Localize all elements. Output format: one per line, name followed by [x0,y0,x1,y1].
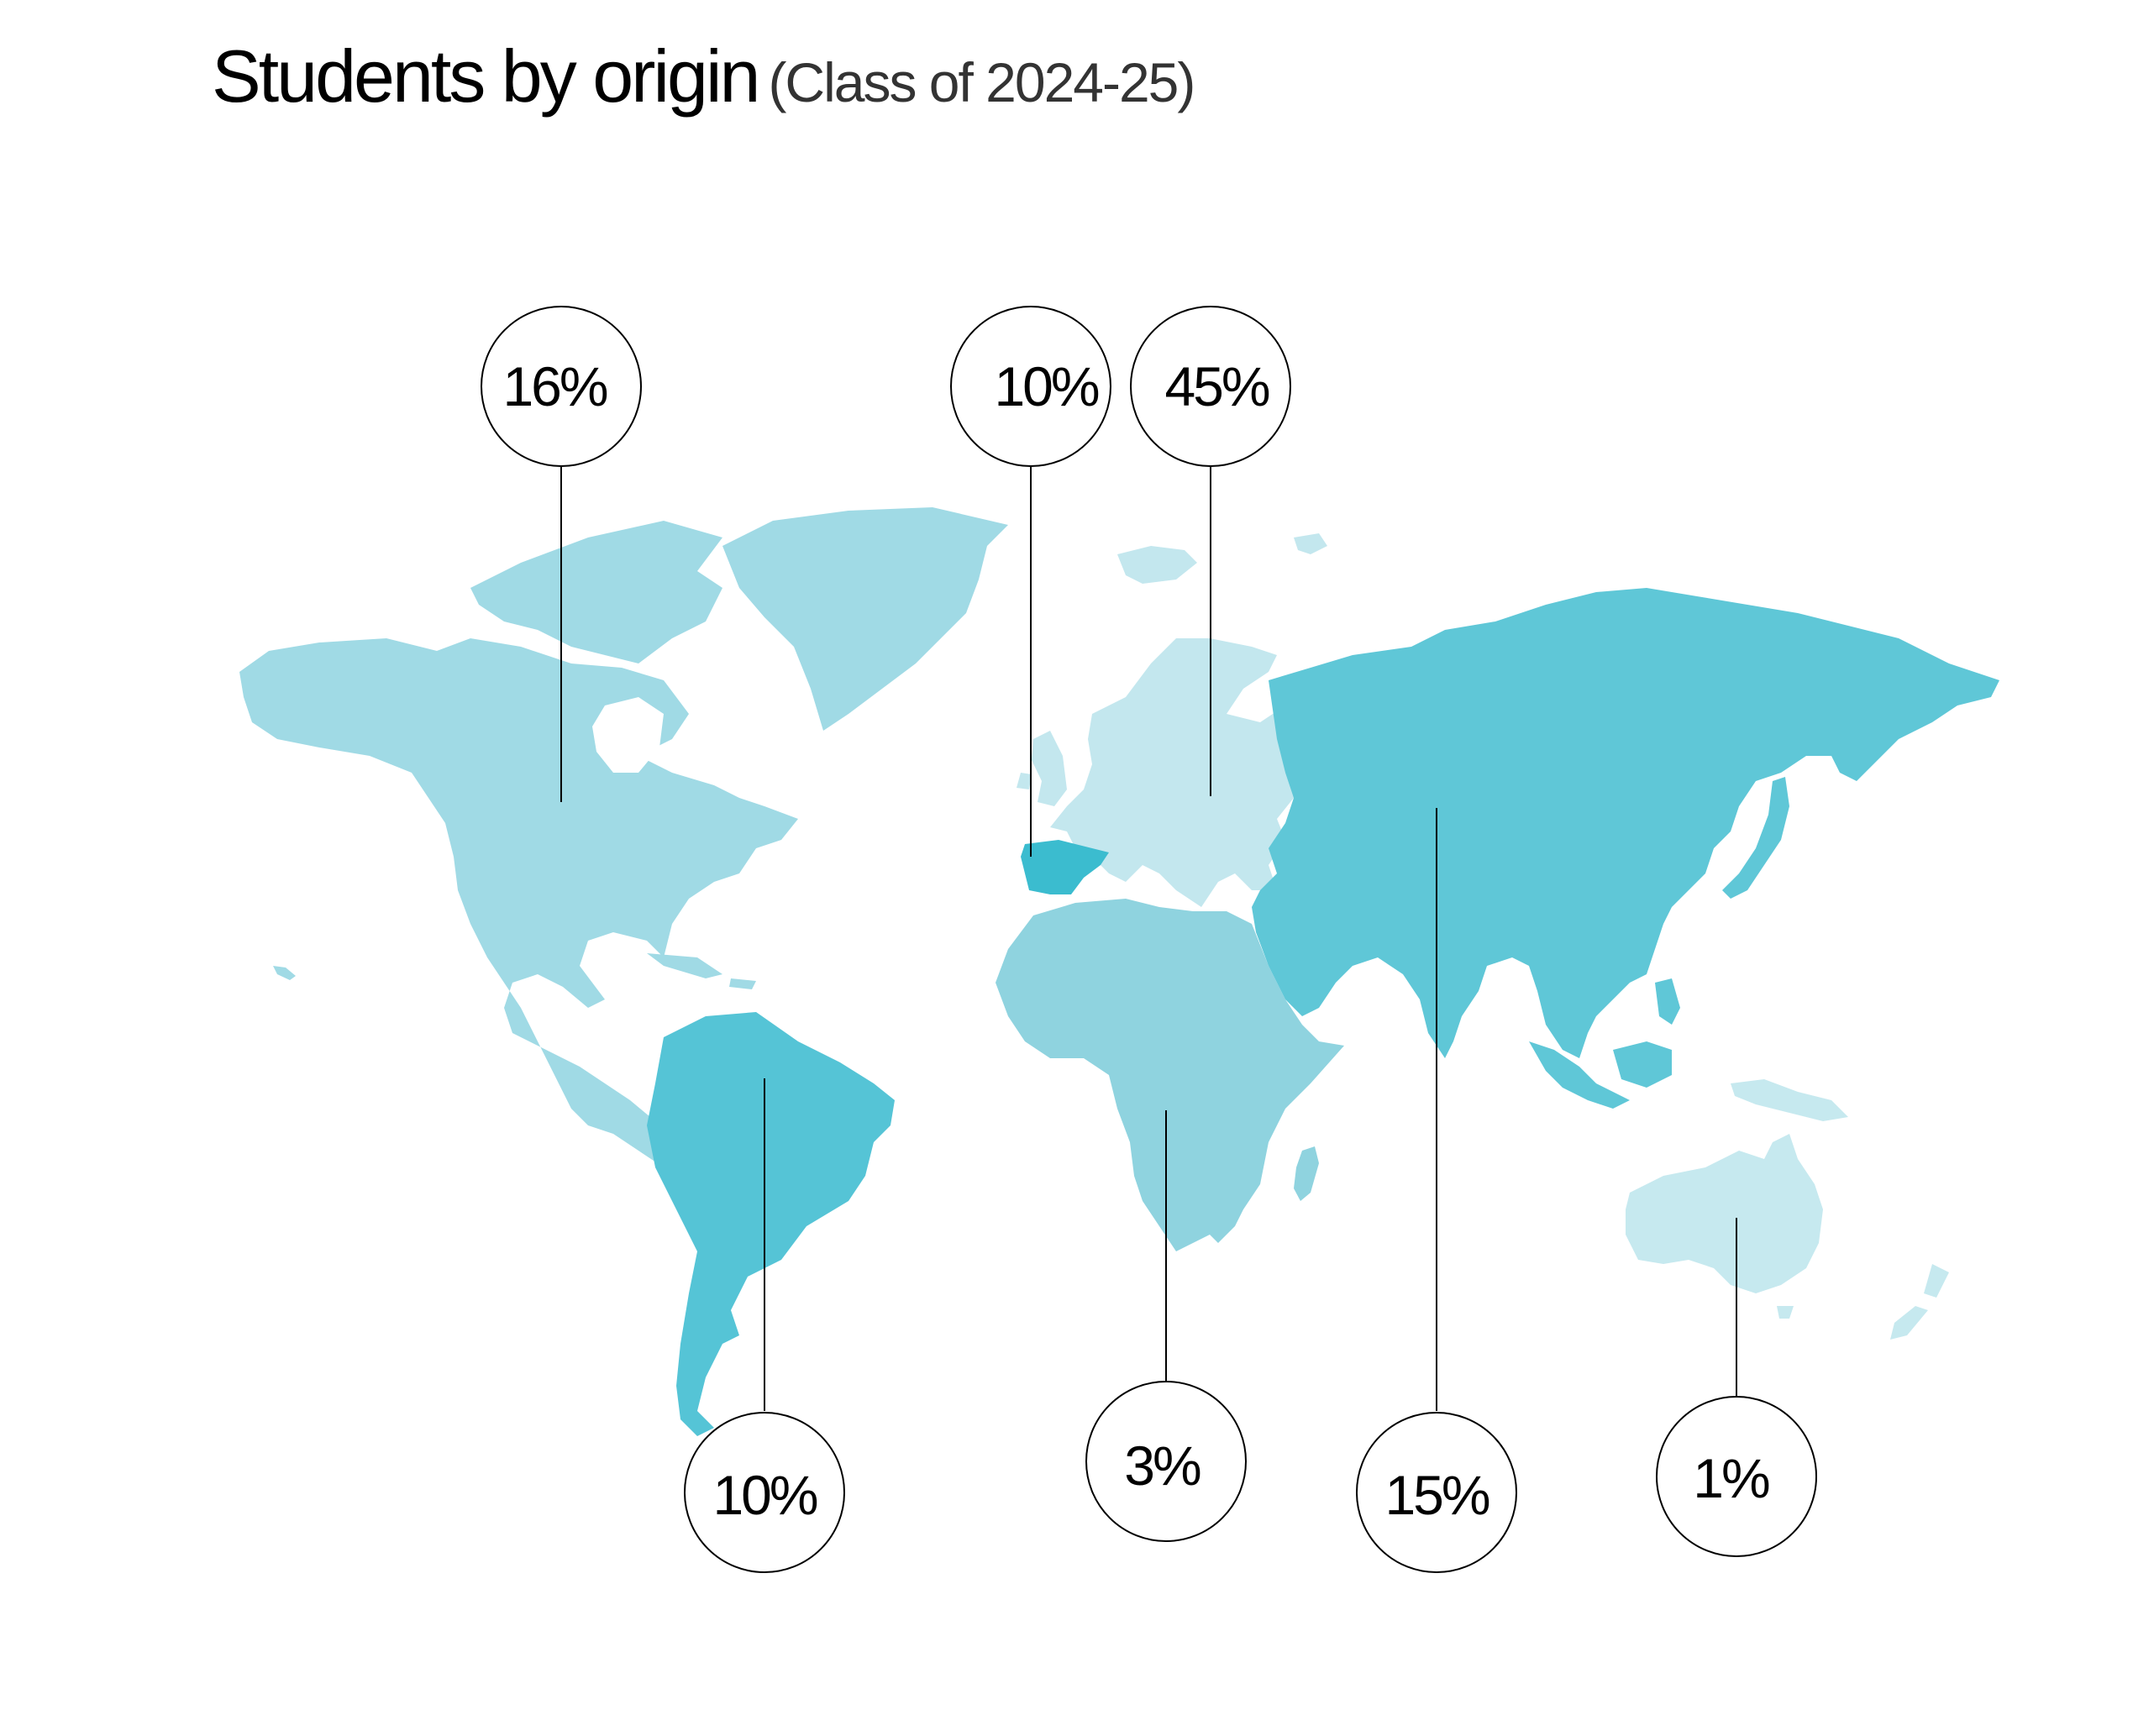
bubble-oceania: 1% [1656,1396,1817,1557]
bubble-circle [1130,306,1291,467]
bubble-label: 10% [712,1464,817,1526]
svalbard-shape [1294,533,1327,554]
bubble-label: 16% [502,355,607,417]
bubble-label: 1% [1693,1447,1769,1509]
madagascar-shape [1294,1146,1319,1201]
africa-shape [996,899,1344,1251]
bubble-circle [1656,1396,1817,1557]
bubble-circle [481,306,642,467]
iceland-shape [1117,546,1197,584]
bubble-europe: 45% [1130,306,1291,467]
bubble-circle [1356,1412,1517,1573]
bubble-label: 45% [1164,355,1269,417]
north-america-shape [239,638,798,1167]
new-guinea-shape [1731,1079,1848,1121]
hawaii-shape [273,966,296,980]
bubble-label: 3% [1124,1434,1200,1497]
bubble-label: 15% [1384,1464,1489,1526]
se-asia-islands-shape [1529,978,1680,1109]
bubble-circle [684,1412,845,1573]
greenland-shape [722,507,1008,731]
bubble-label: 10% [994,355,1098,417]
hudson-bay-shape [592,697,664,773]
europe-shape [1050,638,1327,907]
arctic-islands-shape [470,521,722,663]
asia-shape [1252,588,1999,1058]
map-subtitle: (Class of 2024-25) [768,51,1195,113]
bubble-africa: 3% [1085,1381,1247,1542]
title-block: Students by origin (Class of 2024-25) [212,34,1195,119]
bubble-spain: 10% [950,306,1111,467]
caribbean-shape [647,953,756,989]
map-title: Students by origin [212,34,760,118]
japan-shape [1722,777,1789,899]
spain-shape [1021,840,1109,894]
australia-shape [1626,1134,1823,1293]
bubble-circle [950,306,1111,467]
tasmania-shape [1777,1306,1794,1319]
bubble-asia: 15% [1356,1412,1517,1573]
bubble-circle [1085,1381,1247,1542]
uk-shape [1017,731,1067,806]
bubble-north-america: 16% [481,306,642,467]
bubble-south-america: 10% [684,1412,845,1573]
south-america-shape [647,1012,895,1436]
new-zealand-shape [1890,1264,1949,1340]
